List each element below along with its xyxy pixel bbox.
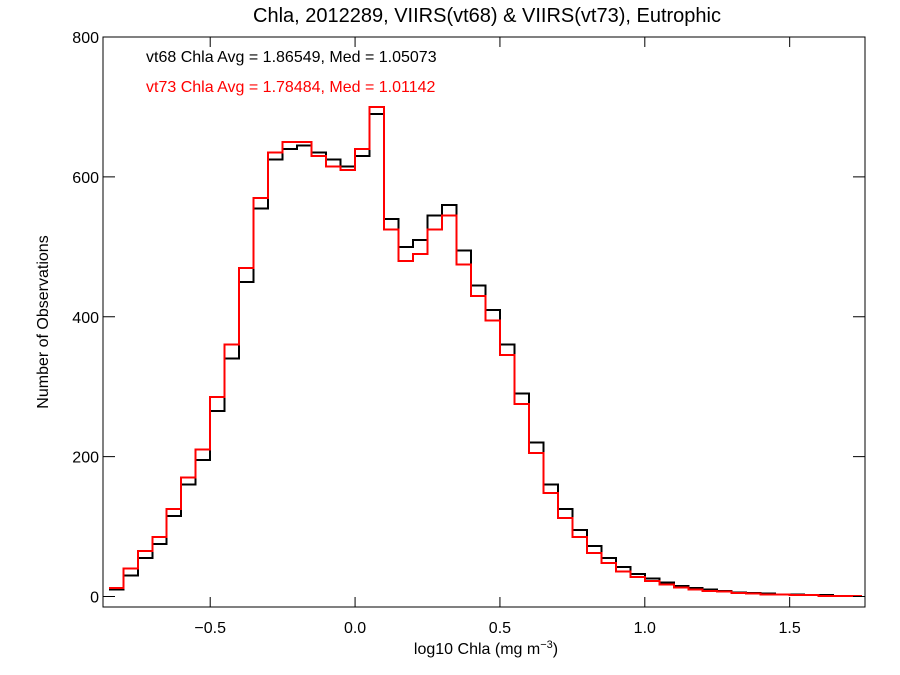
y-tick-label: 600 bbox=[72, 170, 99, 187]
x-axis-label-main: log10 Chla (mg m bbox=[414, 641, 540, 658]
x-axis-label-superscript: −3 bbox=[540, 639, 553, 651]
x-tick-label: 1.5 bbox=[779, 620, 801, 637]
y-tick-label: 0 bbox=[90, 590, 99, 607]
x-axis-label-close: ) bbox=[553, 641, 558, 658]
series-layer bbox=[108, 105, 863, 597]
y-tick-label: 800 bbox=[72, 30, 99, 47]
x-tick-label: −0.5 bbox=[194, 620, 226, 637]
y-tick-label: 400 bbox=[72, 310, 99, 327]
series-line-0 bbox=[108, 112, 863, 597]
x-tick-label: 1.0 bbox=[634, 620, 656, 637]
y-axis-label: Number of Observations bbox=[35, 235, 52, 408]
chart-title: Chla, 2012289, VIIRS(vt68) & VIIRS(vt73)… bbox=[253, 5, 721, 27]
x-tick-label: 0.0 bbox=[344, 620, 366, 637]
x-tick-label: 0.5 bbox=[489, 620, 511, 637]
y-tick-label: 200 bbox=[72, 450, 99, 467]
annotation-vt73: vt73 Chla Avg = 1.78484, Med = 1.01142 bbox=[146, 79, 436, 96]
axis-ticks: −0.5 0.0 0.5 1.0 1.5 0 200 400 600 800 bbox=[72, 30, 865, 637]
x-axis-label: log10 Chla (mg m−3) bbox=[414, 639, 558, 658]
annotation-vt68: vt68 Chla Avg = 1.86549, Med = 1.05073 bbox=[146, 49, 437, 66]
plot-frame bbox=[102, 36, 866, 608]
series-line-1 bbox=[108, 105, 863, 597]
